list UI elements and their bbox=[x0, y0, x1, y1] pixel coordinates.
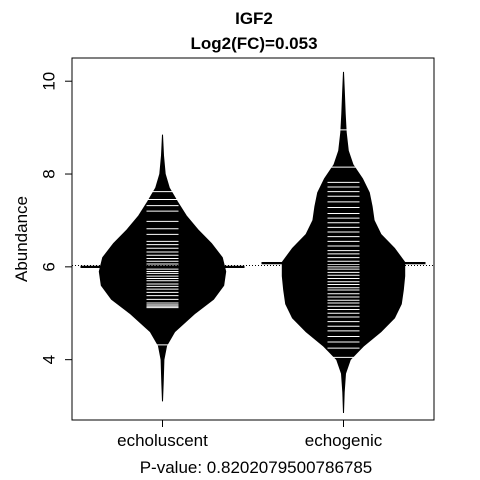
chart-subtitle: Log2(FC)=0.053 bbox=[190, 34, 317, 53]
x-axis: echoluscent echogenic bbox=[117, 420, 383, 450]
x-axis-label: P-value: 0.8202079500786785 bbox=[140, 458, 373, 477]
x-tick-label: echoluscent bbox=[117, 431, 208, 450]
y-axis-label: Abundance bbox=[12, 196, 31, 282]
bean-echogenic bbox=[281, 71, 406, 414]
y-tick-label: 6 bbox=[39, 262, 58, 271]
y-axis: 4 6 8 10 bbox=[39, 72, 72, 364]
y-tick-label: 10 bbox=[39, 72, 58, 91]
chart-title: IGF2 bbox=[235, 9, 273, 28]
x-tick-label: echogenic bbox=[305, 431, 383, 450]
beans-layer bbox=[98, 71, 406, 414]
bean-echoluscent bbox=[98, 134, 227, 402]
y-tick-label: 8 bbox=[39, 169, 58, 178]
mean-lines-layer bbox=[72, 262, 434, 268]
plot-frame bbox=[71, 57, 435, 421]
y-tick-label: 4 bbox=[39, 355, 58, 364]
